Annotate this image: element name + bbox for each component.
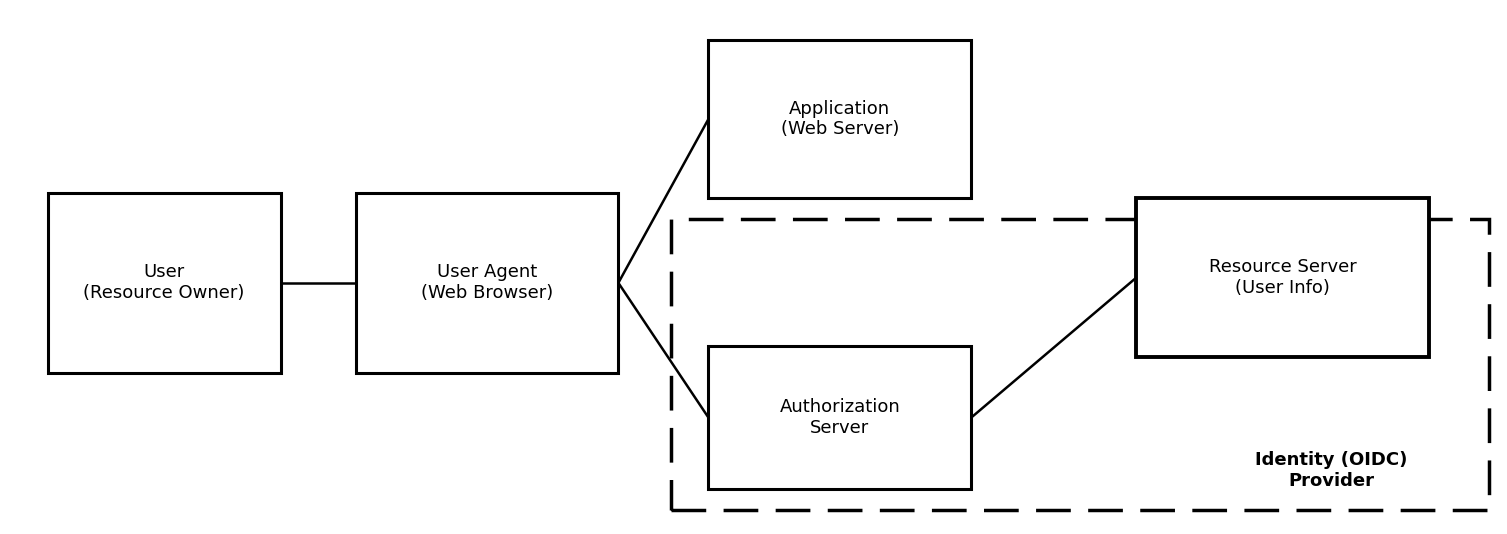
- FancyBboxPatch shape: [1136, 198, 1429, 357]
- Text: User
(Resource Owner): User (Resource Owner): [83, 263, 244, 302]
- Text: User Agent
(Web Browser): User Agent (Web Browser): [420, 263, 553, 302]
- FancyBboxPatch shape: [356, 193, 618, 373]
- Text: Application
(Web Server): Application (Web Server): [781, 100, 900, 138]
- FancyBboxPatch shape: [48, 193, 280, 373]
- Text: Authorization
Server: Authorization Server: [779, 398, 900, 437]
- FancyBboxPatch shape: [708, 40, 971, 198]
- Text: Identity (OIDC)
Provider: Identity (OIDC) Provider: [1255, 451, 1408, 490]
- FancyBboxPatch shape: [708, 346, 971, 489]
- Text: Resource Server
(User Info): Resource Server (User Info): [1209, 258, 1356, 297]
